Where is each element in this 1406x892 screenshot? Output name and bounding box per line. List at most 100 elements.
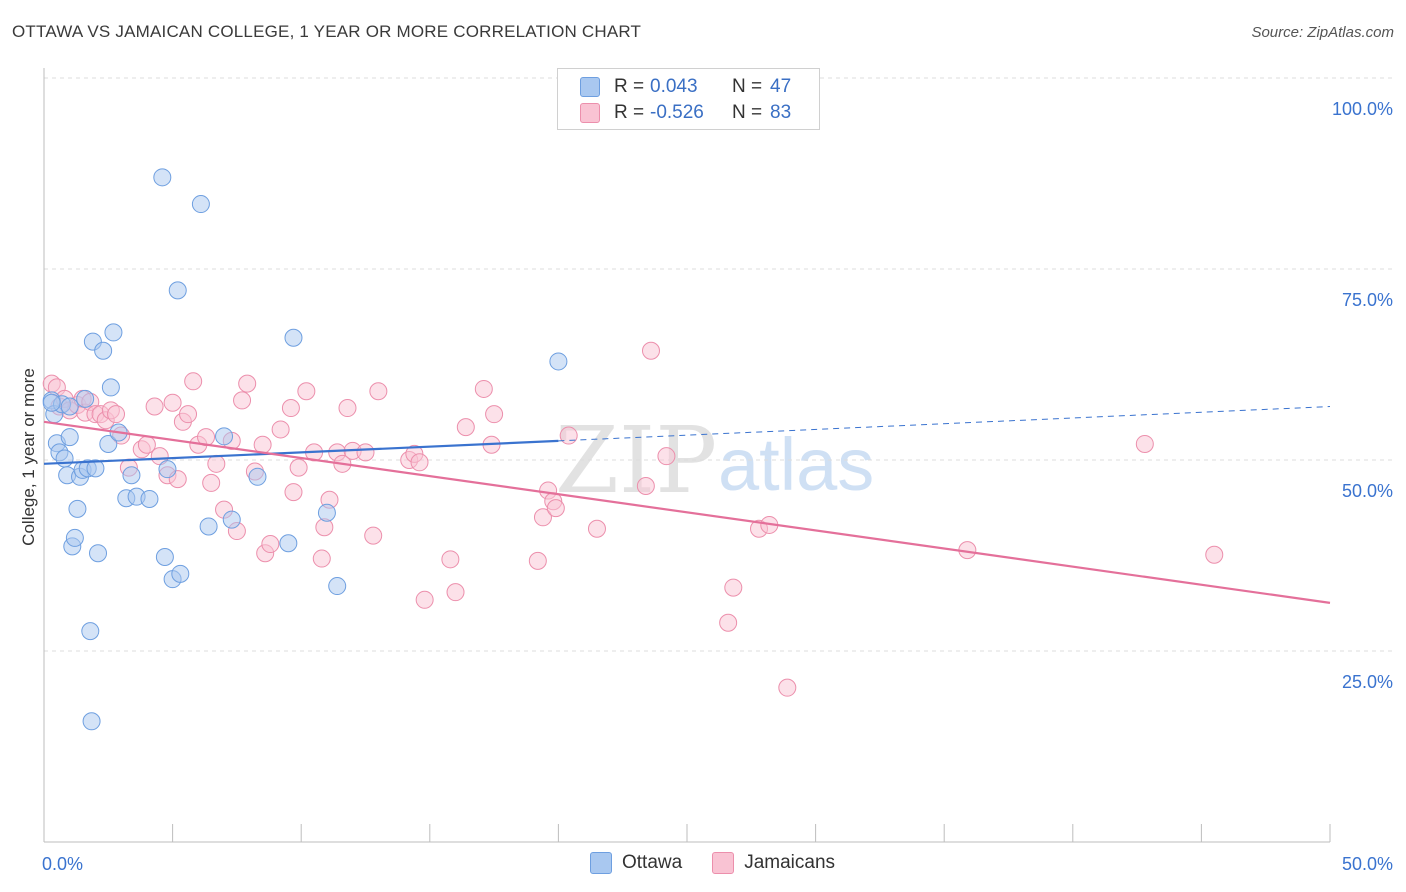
data-point-jamaicans xyxy=(657,447,676,466)
data-point-ottawa xyxy=(215,427,234,446)
legend-item-ottawa: Ottawa xyxy=(590,852,682,874)
data-point-ottawa xyxy=(168,281,187,300)
data-point-ottawa xyxy=(279,534,298,553)
data-point-jamaicans xyxy=(559,426,578,445)
legend-n-value: 47 xyxy=(770,76,792,97)
y-tick-label: 75.0% xyxy=(1342,290,1393,310)
x-tick-label: 0.0% xyxy=(42,854,83,874)
legend-n-label: N = xyxy=(732,102,763,123)
data-point-ottawa xyxy=(317,503,336,522)
data-point-ottawa xyxy=(60,397,79,416)
data-point-jamaicans xyxy=(415,590,434,609)
gridlines xyxy=(44,77,1392,652)
data-point-jamaicans xyxy=(1135,434,1154,453)
data-point-jamaicans xyxy=(261,535,280,554)
data-point-jamaicans xyxy=(636,476,655,495)
y-tick-label: 25.0% xyxy=(1342,672,1393,692)
data-point-ottawa xyxy=(42,393,61,412)
data-point-ottawa xyxy=(60,428,79,447)
data-point-ottawa xyxy=(122,466,141,485)
data-point-jamaicans xyxy=(289,458,308,477)
data-point-jamaicans xyxy=(284,483,303,502)
data-point-jamaicans xyxy=(207,454,226,473)
legend-r-label: R = xyxy=(614,102,645,123)
watermark-atlas: atlas xyxy=(718,423,874,506)
data-point-jamaicans xyxy=(179,405,198,424)
data-point-jamaicans xyxy=(441,550,460,569)
watermark: ZIP atlas xyxy=(555,407,874,514)
source-label: Source: ZipAtlas.com xyxy=(1251,24,1394,41)
data-point-jamaicans xyxy=(163,393,182,412)
data-point-ottawa xyxy=(68,499,87,518)
data-point-jamaicans xyxy=(778,678,797,697)
axes xyxy=(43,68,1331,843)
data-point-jamaicans xyxy=(641,341,660,360)
data-point-jamaicans xyxy=(281,399,300,418)
data-point-jamaicans xyxy=(485,405,504,424)
data-point-ottawa xyxy=(248,467,267,486)
data-point-ottawa xyxy=(549,352,568,371)
data-point-ottawa xyxy=(328,577,347,596)
data-point-jamaicans xyxy=(724,578,743,597)
data-point-jamaicans xyxy=(233,391,252,410)
data-point-jamaicans xyxy=(364,526,383,545)
stats-legend: R = 0.043 N = 47 R = -0.526 N = 83 xyxy=(557,68,820,130)
data-point-jamaicans xyxy=(528,551,547,570)
data-point-ottawa xyxy=(82,712,101,731)
data-point-ottawa xyxy=(222,510,241,529)
data-point-jamaicans xyxy=(238,374,257,393)
legend-swatch-ottawa xyxy=(590,852,612,874)
data-point-jamaicans xyxy=(145,397,164,416)
data-point-jamaicans xyxy=(446,583,465,602)
data-point-ottawa xyxy=(171,564,190,583)
data-point-ottawa xyxy=(284,328,303,347)
data-point-ottawa xyxy=(140,489,159,508)
trend-lines xyxy=(43,406,1331,604)
legend-n-value: 83 xyxy=(770,102,792,123)
x-tick-label: 50.0% xyxy=(1342,854,1393,874)
data-point-ottawa xyxy=(153,168,172,187)
data-point-jamaicans xyxy=(338,399,357,418)
data-point-jamaicans xyxy=(297,382,316,401)
data-point-ottawa xyxy=(155,548,174,567)
data-point-ottawa xyxy=(104,323,123,342)
legend-item-jamaicans: Jamaicans xyxy=(712,852,835,874)
trend-extension-ottawa xyxy=(558,406,1331,442)
legend-row-ottawa: R = 0.043 N = 47 xyxy=(580,76,791,98)
data-point-ottawa xyxy=(76,389,95,408)
data-point-ottawa xyxy=(191,195,210,214)
data-point-jamaicans xyxy=(474,379,493,398)
data-point-jamaicans xyxy=(1205,545,1224,564)
data-point-ottawa xyxy=(101,378,120,397)
data-point-jamaicans xyxy=(719,613,738,632)
data-point-jamaicans xyxy=(456,418,475,437)
legend-row-jamaicans: R = -0.526 N = 83 xyxy=(580,102,791,124)
data-point-jamaicans xyxy=(546,499,565,518)
legend-r-value: -0.526 xyxy=(650,102,704,123)
legend-n-label: N = xyxy=(732,76,763,97)
data-point-jamaicans xyxy=(271,420,290,439)
y-tick-label: 50.0% xyxy=(1342,481,1393,501)
data-point-jamaicans xyxy=(184,372,203,391)
data-point-ottawa xyxy=(199,517,218,536)
data-point-jamaicans xyxy=(587,519,606,538)
data-point-jamaicans xyxy=(369,382,388,401)
data-point-ottawa xyxy=(99,434,118,453)
data-point-jamaicans xyxy=(107,405,126,424)
legend-r-value: 0.043 xyxy=(650,76,698,97)
y-tick-label: 100.0% xyxy=(1332,99,1393,119)
legend-swatch-jamaicans xyxy=(580,103,600,123)
data-point-ottawa xyxy=(86,459,105,478)
data-point-jamaicans xyxy=(410,453,429,472)
data-point-ottawa xyxy=(94,341,113,360)
data-point-jamaicans xyxy=(356,443,375,462)
series-legend: Ottawa Jamaicans xyxy=(590,852,865,874)
data-point-ottawa xyxy=(81,622,100,641)
data-points xyxy=(42,168,1224,731)
chart-title: OTTAWA VS JAMAICAN COLLEGE, 1 YEAR OR MO… xyxy=(12,22,642,41)
data-point-ottawa xyxy=(65,528,84,547)
y-axis-title: College, 1 year or more xyxy=(19,368,38,546)
data-point-jamaicans xyxy=(202,473,221,492)
trend-line-jamaicans xyxy=(43,420,1331,604)
